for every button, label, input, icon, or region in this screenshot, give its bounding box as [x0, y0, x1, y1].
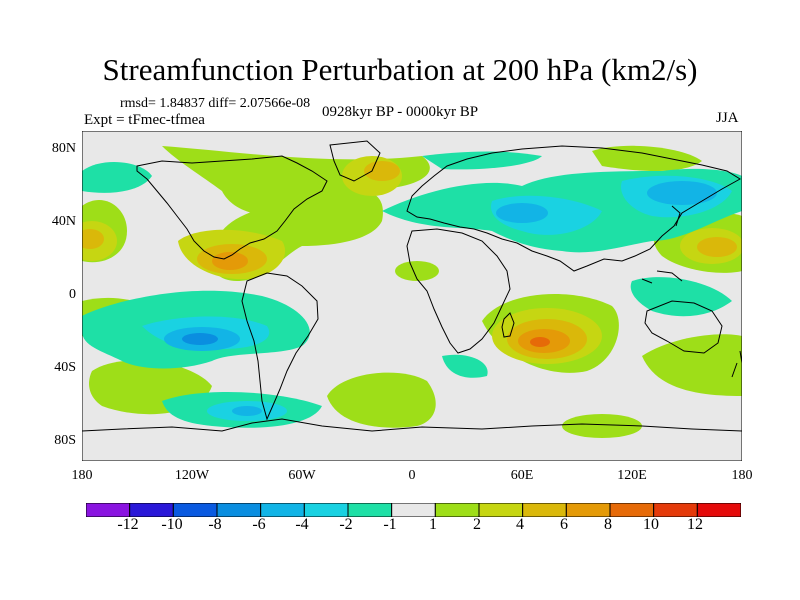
- streamfunction-map: [82, 131, 742, 461]
- lon-label-120e: 120E: [617, 468, 647, 483]
- antarctica-coast: [82, 418, 742, 432]
- colorbar-swatch: [260, 503, 305, 517]
- madagascar-coast: [501, 312, 515, 338]
- colorbar-label: -4: [295, 516, 309, 533]
- colorbar-swatch: [653, 503, 698, 517]
- lon-label-180w: 180: [71, 468, 93, 483]
- rmsd-stats: rmsd= 1.84837 diff= 2.07566e-08: [120, 96, 311, 111]
- lon-label-60e: 60E: [510, 468, 534, 483]
- colorbar-label: -10: [161, 516, 183, 533]
- colorbar-swatch: [391, 503, 436, 517]
- colorbar-swatch: [696, 503, 741, 517]
- colorbar-label: -2: [339, 516, 353, 533]
- colorbar-label: -6: [252, 516, 266, 533]
- colorbar-swatch: [172, 503, 218, 517]
- experiment-label: Expt = tFmec-tfmea: [84, 112, 205, 128]
- lat-label-80n: 80N: [51, 141, 76, 156]
- colorbar-swatch: [478, 503, 524, 517]
- colorbar-swatch: [347, 503, 393, 517]
- colorbar-swatch: [216, 503, 262, 517]
- eurasia-coast: [406, 145, 741, 272]
- colorbar-label: 2: [473, 516, 481, 533]
- colorbar-swatch: [86, 503, 131, 517]
- colorbar-label: 10: [643, 516, 659, 533]
- colorbar-swatch: [303, 503, 349, 517]
- colorbar-swatch: [129, 503, 174, 517]
- lat-label-80s: 80S: [54, 433, 76, 448]
- lon-label-180e: 180: [731, 468, 753, 483]
- lon-label-0: 0: [408, 468, 416, 483]
- negative-anomaly-fields: [82, 151, 742, 428]
- lat-label-0: 0: [69, 287, 76, 302]
- north-america-coast: [136, 155, 328, 260]
- coastlines: [82, 140, 742, 432]
- australia-coast: [644, 300, 723, 354]
- colorbar-swatch: [565, 503, 611, 517]
- colorbar-label: 12: [687, 516, 703, 533]
- colorbar: [86, 503, 741, 517]
- colorbar-swatch: [434, 503, 480, 517]
- colorbar-label: 6: [560, 516, 568, 533]
- season-label: JJA: [716, 110, 739, 126]
- colorbar-label: 4: [516, 516, 524, 533]
- asian-islands-coast: [641, 205, 683, 284]
- south-america-coast: [241, 272, 319, 421]
- chart-title: Streamfunction Perturbation at 200 hPa (…: [102, 52, 698, 87]
- greenland-coast: [329, 140, 381, 182]
- colorbar-swatch: [609, 503, 655, 517]
- period-label: 0928kyr BP - 0000kyr BP: [322, 104, 479, 120]
- colorbar-label: 8: [604, 516, 612, 533]
- colorbar-label: 1: [429, 516, 437, 533]
- lat-label-40s: 40S: [54, 360, 76, 375]
- colorbar-label: -1: [383, 516, 397, 533]
- africa-coast: [406, 228, 511, 354]
- colorbar-label: -12: [117, 516, 139, 533]
- colorbar-swatch: [522, 503, 567, 517]
- lat-label-40n: 40N: [51, 214, 76, 229]
- colorbar-label: -8: [208, 516, 222, 533]
- lon-label-60w: 60W: [288, 468, 316, 483]
- lon-label-120w: 120W: [174, 468, 210, 483]
